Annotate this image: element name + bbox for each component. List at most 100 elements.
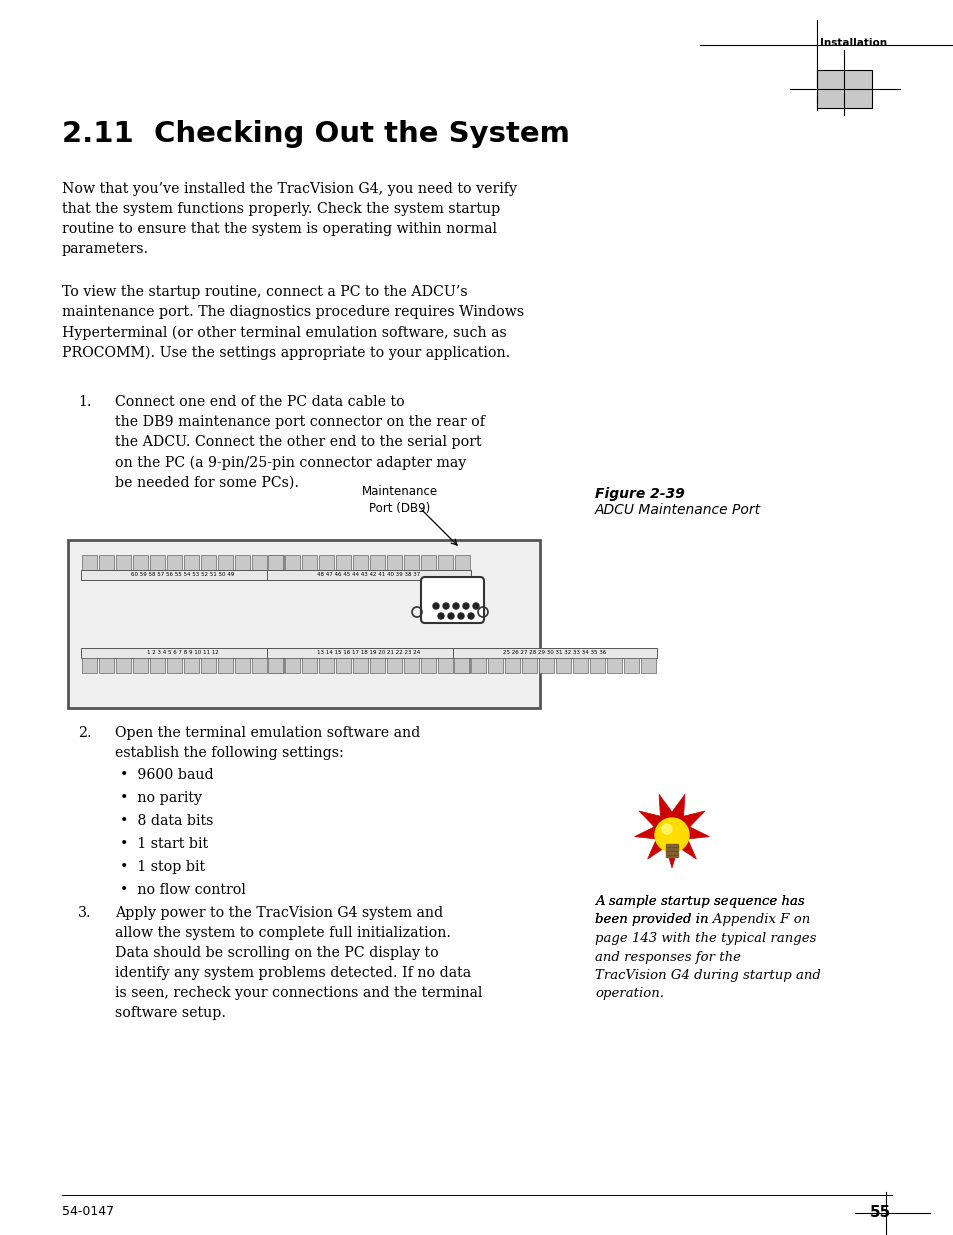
Circle shape: [437, 613, 443, 619]
Text: A sample startup sequence has
been provided in: A sample startup sequence has been provi…: [595, 895, 803, 926]
Bar: [184, 658, 199, 673]
Text: •  1 start bit: • 1 start bit: [120, 837, 208, 851]
Circle shape: [462, 603, 469, 609]
Circle shape: [457, 613, 463, 619]
Bar: [403, 555, 418, 571]
Text: 1 2 3 4 5 6 7 8 9 10 11 12: 1 2 3 4 5 6 7 8 9 10 11 12: [147, 651, 218, 656]
Bar: [437, 658, 453, 673]
Circle shape: [655, 818, 688, 852]
Text: •  9600 baud: • 9600 baud: [120, 768, 213, 782]
Bar: [455, 555, 470, 571]
Circle shape: [468, 613, 474, 619]
Text: A sample startup sequence has
been provided in Appendix F on
page 143 with the t: A sample startup sequence has been provi…: [595, 895, 820, 1000]
Text: Connect one end of the PC data cable to
the DB9 maintenance port connector on th: Connect one end of the PC data cable to …: [115, 395, 484, 490]
Text: 54-0147: 54-0147: [62, 1205, 114, 1218]
Text: •  no parity: • no parity: [120, 790, 202, 805]
Bar: [623, 658, 639, 673]
Bar: [403, 658, 418, 673]
Bar: [353, 555, 368, 571]
Bar: [269, 658, 284, 673]
Bar: [504, 658, 519, 673]
Bar: [437, 555, 453, 571]
Bar: [453, 648, 657, 658]
Bar: [167, 658, 182, 673]
Text: 48 47 46 45 44 43 42 41 40 39 38 37: 48 47 46 45 44 43 42 41 40 39 38 37: [317, 573, 420, 578]
Bar: [99, 658, 113, 673]
Bar: [81, 648, 285, 658]
Bar: [184, 555, 199, 571]
Bar: [335, 555, 351, 571]
Bar: [68, 540, 539, 708]
Bar: [285, 658, 299, 673]
Text: 13 14 15 16 17 18 19 20 21 22 23 24: 13 14 15 16 17 18 19 20 21 22 23 24: [317, 651, 420, 656]
Bar: [234, 658, 250, 673]
Bar: [268, 555, 283, 571]
Bar: [455, 658, 470, 673]
Text: Apply power to the TracVision G4 system and
allow the system to complete full in: Apply power to the TracVision G4 system …: [115, 906, 482, 1020]
Bar: [218, 658, 233, 673]
Circle shape: [473, 603, 478, 609]
Bar: [370, 658, 385, 673]
Bar: [116, 555, 131, 571]
Bar: [318, 658, 334, 673]
Bar: [471, 658, 485, 673]
Bar: [387, 658, 401, 673]
Bar: [269, 555, 284, 571]
Bar: [81, 571, 285, 580]
Bar: [420, 555, 436, 571]
Bar: [606, 658, 621, 673]
Text: To view the startup routine, connect a PC to the ADCU’s
maintenance port. The di: To view the startup routine, connect a P…: [62, 285, 523, 361]
Circle shape: [433, 603, 438, 609]
Bar: [335, 658, 351, 673]
Bar: [640, 658, 656, 673]
Circle shape: [453, 603, 458, 609]
Bar: [420, 658, 436, 673]
Bar: [318, 555, 334, 571]
Bar: [387, 555, 401, 571]
Bar: [82, 658, 97, 673]
Text: •  1 stop bit: • 1 stop bit: [120, 860, 205, 874]
Bar: [556, 658, 571, 673]
Text: 60 59 58 57 56 55 54 53 52 51 50 49: 60 59 58 57 56 55 54 53 52 51 50 49: [132, 573, 234, 578]
Text: Now that you’ve installed the TracVision G4, you need to verify
that the system : Now that you’ve installed the TracVision…: [62, 182, 517, 256]
Circle shape: [661, 824, 671, 834]
Text: 1.: 1.: [78, 395, 91, 409]
Bar: [252, 658, 267, 673]
Bar: [454, 658, 469, 673]
Bar: [252, 555, 267, 571]
Polygon shape: [634, 794, 709, 868]
Text: Open the terminal emulation software and
establish the following settings:: Open the terminal emulation software and…: [115, 726, 420, 760]
Circle shape: [448, 613, 454, 619]
Bar: [302, 555, 316, 571]
Bar: [573, 658, 587, 673]
Circle shape: [442, 603, 449, 609]
Bar: [353, 658, 368, 673]
Bar: [167, 555, 182, 571]
Bar: [589, 658, 604, 673]
Bar: [285, 555, 299, 571]
Text: 25 26 27 28 29 30 31 32 33 34 35 36: 25 26 27 28 29 30 31 32 33 34 35 36: [503, 651, 606, 656]
Bar: [267, 571, 471, 580]
Bar: [99, 555, 113, 571]
Text: ADCU Maintenance Port: ADCU Maintenance Port: [595, 503, 760, 517]
Text: 3.: 3.: [78, 906, 91, 920]
Bar: [132, 658, 148, 673]
Text: •  no flow control: • no flow control: [120, 883, 246, 897]
Bar: [201, 555, 215, 571]
Text: Maintenance
Port (DB9): Maintenance Port (DB9): [361, 485, 437, 515]
Bar: [521, 658, 537, 673]
Bar: [234, 555, 250, 571]
Bar: [268, 658, 283, 673]
Bar: [267, 648, 471, 658]
Text: •  8 data bits: • 8 data bits: [120, 814, 213, 827]
Text: 55: 55: [869, 1205, 890, 1220]
Bar: [218, 555, 233, 571]
Bar: [665, 844, 678, 857]
Text: Installation: Installation: [820, 38, 886, 48]
Bar: [370, 555, 385, 571]
Text: 2.11  Checking Out the System: 2.11 Checking Out the System: [62, 120, 569, 148]
Bar: [538, 658, 554, 673]
Text: 2.: 2.: [78, 726, 91, 740]
Bar: [201, 658, 215, 673]
Bar: [82, 555, 97, 571]
